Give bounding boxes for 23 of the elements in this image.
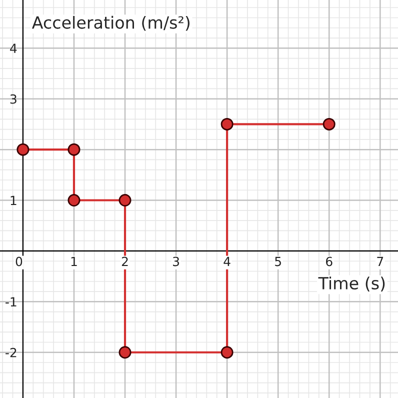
point bbox=[118, 346, 132, 359]
x-tick-label: 4 bbox=[224, 256, 230, 266]
x-tick-label: 1 bbox=[71, 256, 77, 266]
x-tick-label: 0 bbox=[16, 256, 22, 266]
y-tick-label: 4 bbox=[10, 44, 17, 53]
point bbox=[68, 143, 80, 156]
point bbox=[68, 194, 80, 207]
y-tick-label: -2 bbox=[6, 348, 16, 358]
point bbox=[16, 143, 30, 156]
y-tick-label: 1 bbox=[10, 196, 16, 206]
point bbox=[322, 118, 336, 130]
point bbox=[118, 194, 132, 207]
x-tick-label: 2 bbox=[122, 256, 128, 266]
x-axis-title: Time (s) bbox=[318, 276, 385, 292]
x-tick-label: 6 bbox=[326, 256, 332, 266]
y-tick-label: 3 bbox=[10, 94, 16, 104]
x-tick-label: 5 bbox=[275, 256, 281, 266]
point bbox=[220, 346, 234, 359]
point bbox=[220, 118, 234, 130]
x-tick-label: 3 bbox=[173, 256, 180, 266]
y-tick-label: -1 bbox=[6, 297, 16, 306]
y-axis-title: Acceleration (m/s²) bbox=[32, 16, 190, 31]
x-tick-label: 7 bbox=[377, 256, 384, 266]
